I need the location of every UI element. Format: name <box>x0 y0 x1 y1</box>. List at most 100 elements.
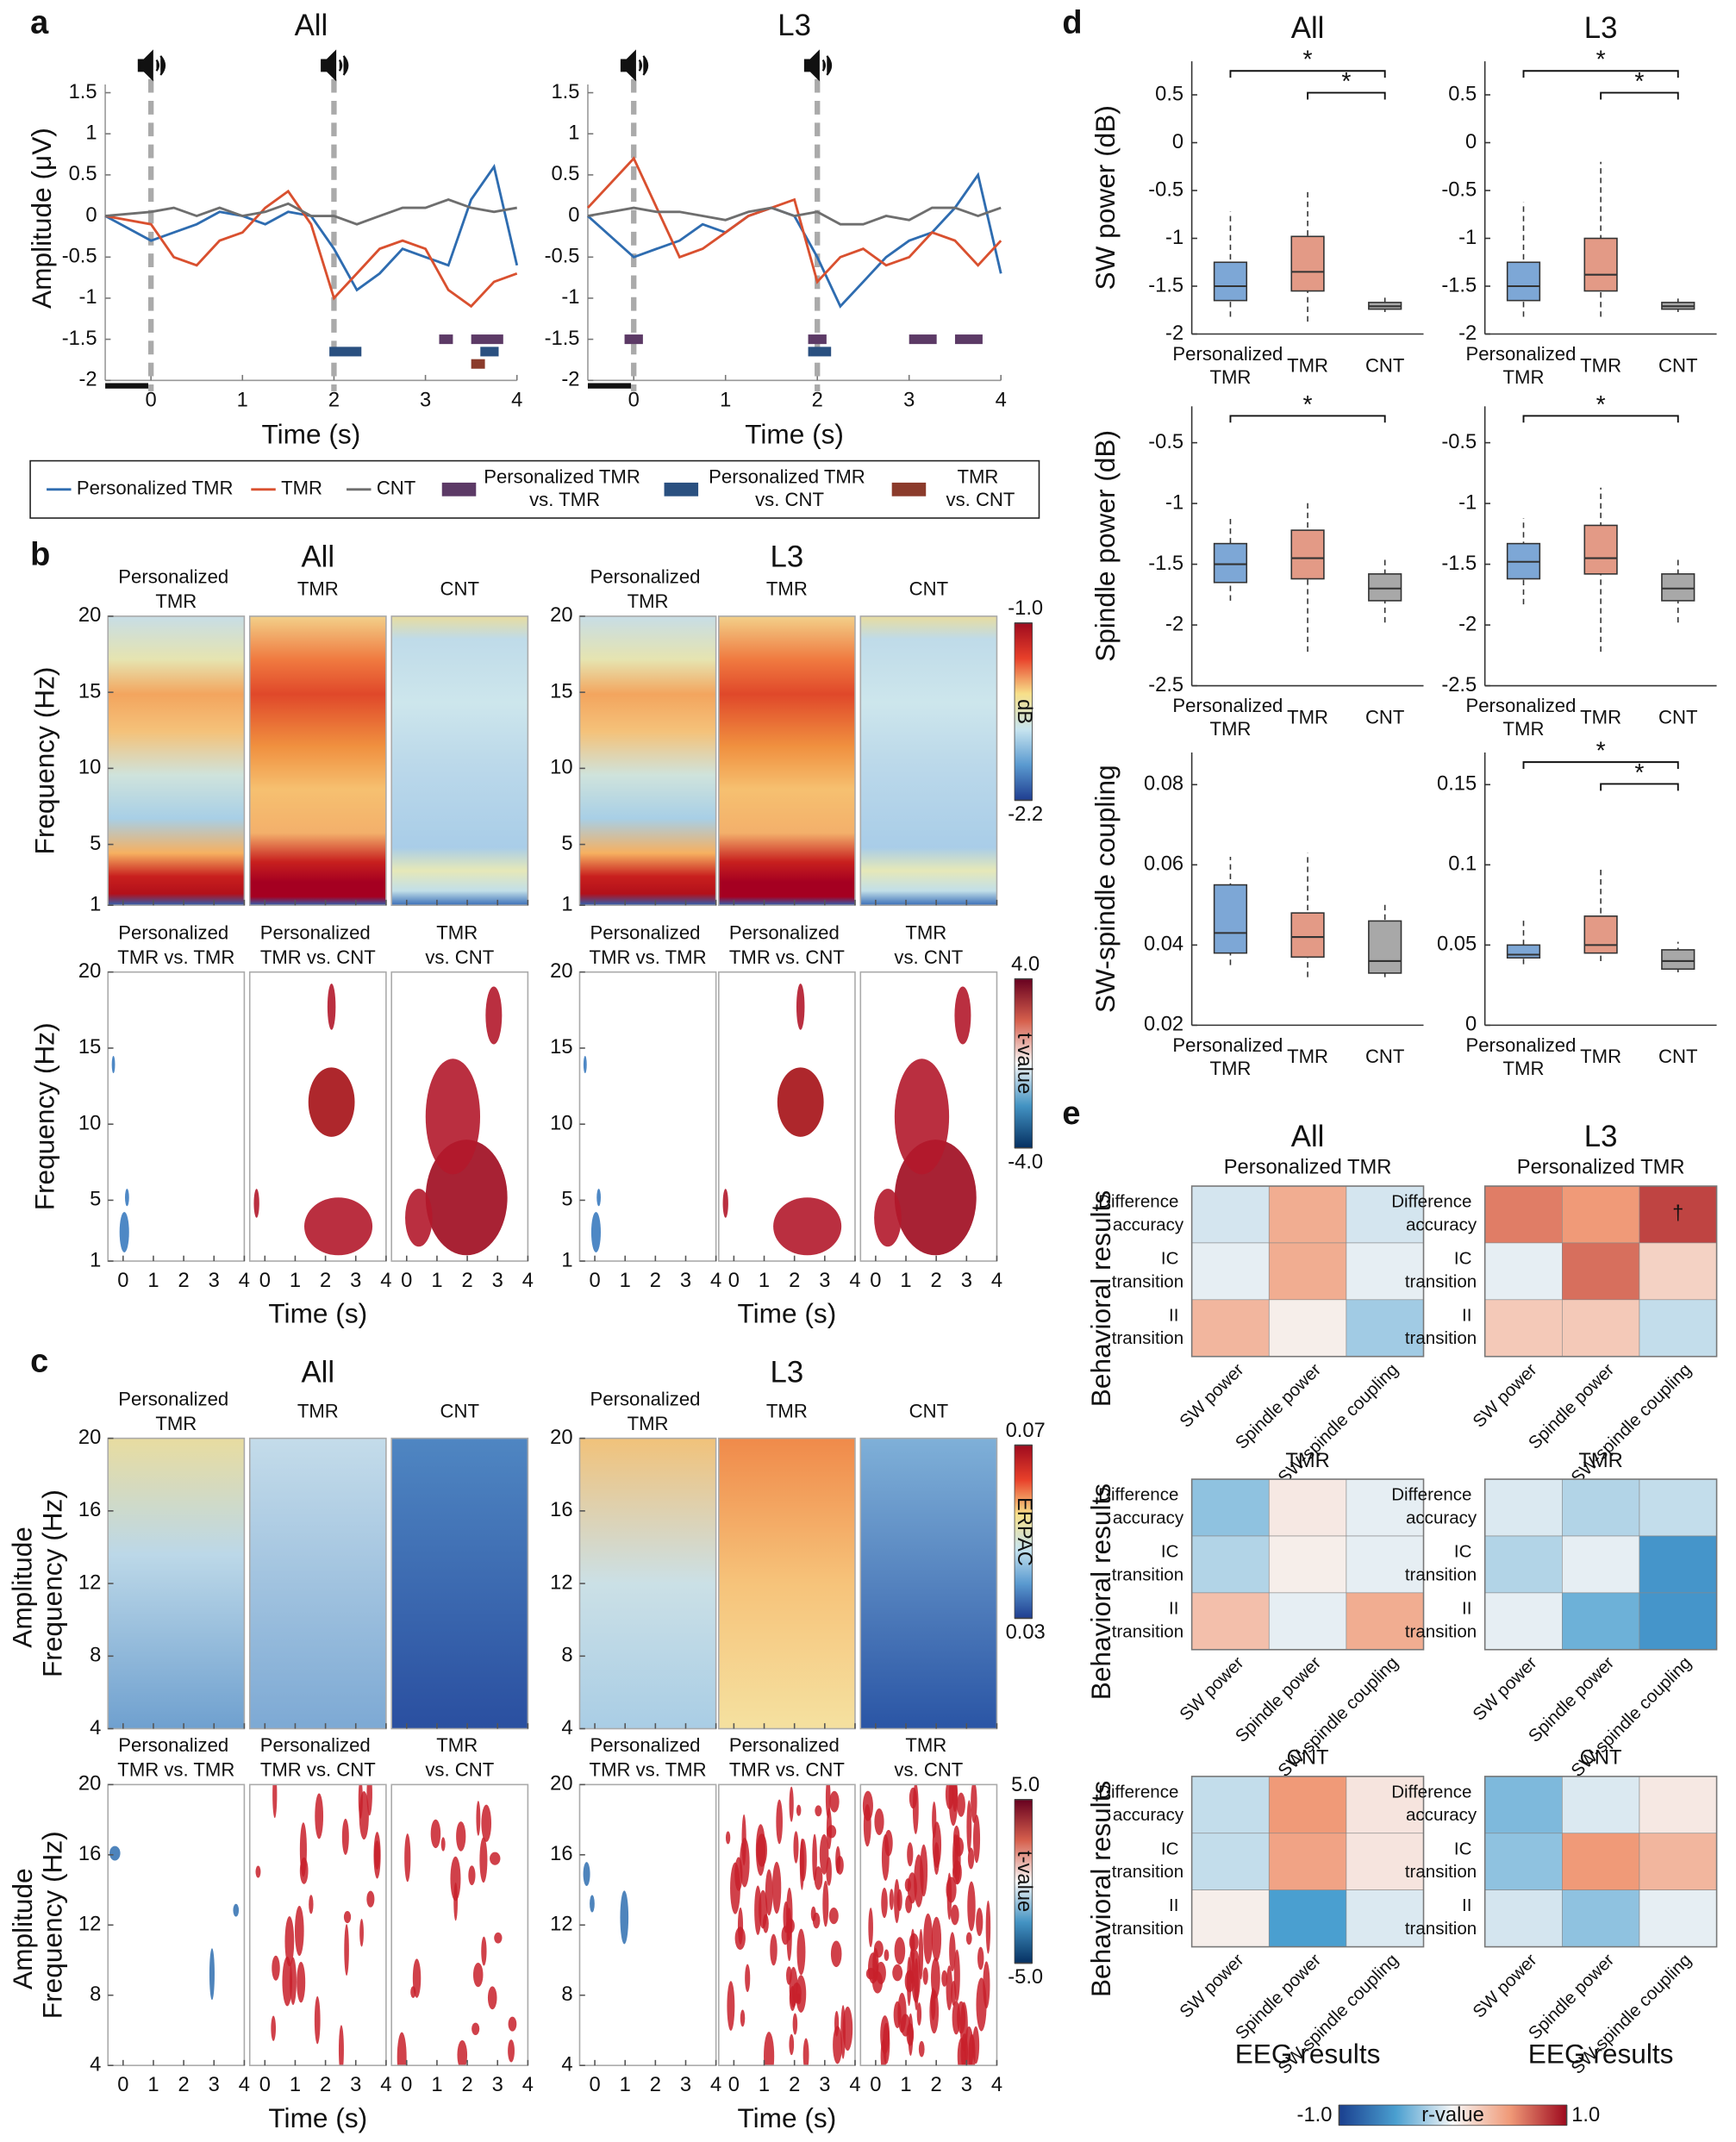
y-tick-label: 1 <box>90 893 101 915</box>
box <box>1290 235 1325 292</box>
column-label: SW power <box>1176 1652 1247 1724</box>
row-label: IC transition <box>1405 1839 1477 1883</box>
heatmap <box>249 615 386 906</box>
y-tick-label: 0.5 <box>69 163 97 185</box>
matrix-cell <box>1268 1889 1347 1947</box>
colorbar-title: t-value <box>1013 1851 1035 1912</box>
panel-title: CNT <box>440 578 479 600</box>
matrix-cell <box>1191 1776 1270 1834</box>
cluster-blob <box>953 1825 960 1850</box>
panel-title: TMR <box>766 578 808 600</box>
x-tick-label: 0 <box>117 1270 128 1292</box>
matrix-cell <box>1268 1833 1347 1890</box>
matrix-cell <box>1484 1299 1563 1358</box>
x-tick-label: 2 <box>789 1270 800 1292</box>
significance-bracket <box>1522 415 1679 423</box>
y-tick-label: -2.5 <box>1441 674 1477 696</box>
cluster-blob <box>894 1059 950 1175</box>
y-tick-label: -2 <box>1458 613 1477 635</box>
row-label: IC transition <box>1405 1542 1477 1585</box>
x-tick-label: CNT <box>1658 1046 1697 1067</box>
y-tick-label: 1 <box>85 122 97 144</box>
x-tick-label: 4 <box>239 2074 250 2096</box>
matrix-cell <box>1191 1185 1270 1244</box>
matrix-cell <box>1639 1478 1717 1537</box>
matrix-cell <box>1484 1833 1563 1890</box>
cluster-blob <box>916 2002 922 2026</box>
cluster-blob <box>830 1940 842 1968</box>
colorbar-label: 0.07 <box>1006 1420 1046 1442</box>
cluster-blob <box>255 1865 261 1878</box>
baseline-bar <box>105 383 148 389</box>
cluster-blob <box>930 1957 940 1999</box>
row-label: Difference accuracy <box>1098 1485 1184 1528</box>
matrix-subtitle: Personalized TMR <box>1224 1157 1392 1179</box>
cluster-blob <box>405 1189 433 1247</box>
cluster-blob <box>976 1908 984 1937</box>
cluster-blob <box>209 1948 215 2001</box>
cluster-blob <box>796 1975 807 2013</box>
matrix-cell <box>1561 1242 1640 1301</box>
y-axis-label: Amplitude Frequency (Hz) <box>7 1489 68 1677</box>
y-tick-label: 8 <box>561 1983 572 2006</box>
x-tick-label: 4 <box>996 389 1007 411</box>
cluster-blob <box>727 1981 735 2031</box>
significance-bracket <box>1307 91 1386 100</box>
box <box>1290 529 1325 580</box>
matrix-subtitle: Personalized TMR <box>1517 1157 1685 1179</box>
y-tick-label: 10 <box>550 757 572 779</box>
cluster-blob <box>965 1932 972 1945</box>
heatmap <box>108 1438 245 1729</box>
y-tick-label: 12 <box>78 1914 101 1936</box>
cluster-blob <box>457 2039 468 2066</box>
x-axis-label: Time (s) <box>738 2102 837 2133</box>
row-label: IC transition <box>1112 1249 1183 1292</box>
legend-swatch <box>441 482 477 496</box>
cluster-blob <box>792 2013 798 2035</box>
cluster-blob <box>271 2015 277 2041</box>
panel-title: Personalized TMR <box>590 1388 706 1433</box>
colorbar-label: -2.2 <box>1008 803 1043 826</box>
cluster-blob <box>871 1970 884 1994</box>
heatmap-frame <box>248 971 387 1262</box>
x-tick-label: Personalized TMR <box>1465 1034 1581 1079</box>
y-tick-label: 20 <box>78 960 101 983</box>
cluster-blob <box>799 1838 804 1890</box>
panel-title: Personalized TMR vs. CNT <box>260 921 376 967</box>
x-tick-label: 1 <box>290 1270 301 1292</box>
cluster-blob <box>425 1059 481 1175</box>
x-tick-label: TMR <box>1580 706 1621 728</box>
significance-label: * <box>1303 47 1313 74</box>
column-label: SW power <box>1469 1359 1540 1431</box>
y-tick-label: -2.5 <box>1148 674 1183 696</box>
cluster-blob <box>485 986 503 1045</box>
cluster-blob <box>765 1869 773 1916</box>
colorbar-label: 0.03 <box>1006 1621 1046 1644</box>
cluster-blob <box>932 1802 937 1839</box>
cluster-blob <box>983 1961 990 2009</box>
y-tick-label: 1 <box>90 1249 101 1271</box>
y-tick-label: -1 <box>1458 227 1477 249</box>
cluster-blob <box>303 1197 373 1256</box>
heatmap-frame <box>578 615 717 906</box>
row-label: II transition <box>1112 1599 1183 1642</box>
y-tick-label: 1 <box>568 122 579 144</box>
colorbar-label: -1.0 <box>1008 597 1043 620</box>
matrix-cell <box>1639 1833 1717 1890</box>
x-tick-label: 0 <box>728 1270 740 1292</box>
heatmap-frame <box>578 971 717 1262</box>
matrix-subtitle: TMR <box>1285 1450 1329 1472</box>
row-label: Difference accuracy <box>1391 1783 1477 1826</box>
cluster-blob <box>945 1784 954 1810</box>
cluster-blob <box>863 1804 871 1847</box>
cluster-blob <box>971 1784 977 1823</box>
y-tick-label: 4 <box>90 1717 101 1739</box>
x-tick-label: 1 <box>431 2074 442 2096</box>
cluster-blob <box>796 1928 806 1976</box>
cluster-bar <box>439 334 453 345</box>
x-tick-label: 3 <box>680 1270 691 1292</box>
x-tick-label: 4 <box>522 2074 534 2096</box>
panel-title: Personalized TMR vs. CNT <box>260 1734 376 1780</box>
x-tick-label: 3 <box>350 2074 361 2096</box>
y-tick-label: -1 <box>1165 227 1183 249</box>
